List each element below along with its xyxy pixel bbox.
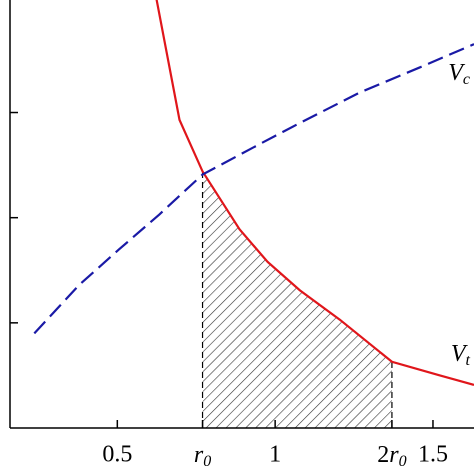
x-tick-label: r0	[194, 442, 211, 470]
x-tick-label: 1.5	[418, 442, 448, 468]
x-tick-label: 0.5	[102, 442, 132, 468]
series-label: Vc	[448, 60, 470, 88]
series-line	[33, 43, 474, 335]
series-label: Vt	[451, 340, 471, 368]
x-tick-label: 2r0	[377, 442, 406, 470]
x-tick-label: 1	[269, 442, 281, 468]
shaded-region	[202, 171, 392, 428]
series-line	[155, 0, 474, 386]
